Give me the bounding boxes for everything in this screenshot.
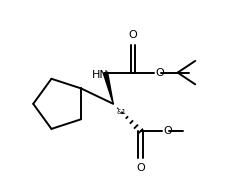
Text: O: O bbox=[136, 163, 145, 173]
Text: &1: &1 bbox=[116, 109, 126, 115]
Text: O: O bbox=[155, 68, 164, 78]
Text: O: O bbox=[128, 30, 137, 40]
Text: HN: HN bbox=[92, 70, 108, 80]
Polygon shape bbox=[103, 72, 113, 104]
Text: O: O bbox=[163, 126, 172, 136]
